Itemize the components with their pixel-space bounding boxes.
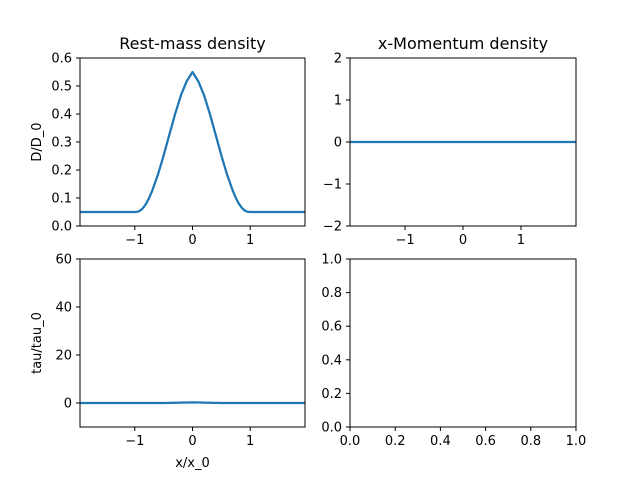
y-tick-label: 0 [64, 397, 72, 412]
y-axis-label: D/D_0 [30, 122, 45, 161]
y-tick-label: 1.0 [321, 253, 342, 268]
y-tick-label: 0.8 [321, 286, 342, 301]
y-tick-label: 2 [334, 52, 342, 67]
y-tick-label: 0.4 [321, 353, 342, 368]
axes-frame [349, 258, 577, 428]
subplot-1: −1 0 1 0.0 0.1 0.2 0.3 0.4 0.5 0.6 Rest-mass densi… [30, 34, 306, 248]
x-tick-label: 1 [517, 233, 525, 248]
y-tick-label: 0.5 [51, 80, 72, 95]
x-tick-label: 0 [459, 233, 467, 248]
y-tick-label: 0.0 [51, 220, 72, 235]
x-tick-label: 0 [188, 233, 196, 248]
y-tick-label: 0.1 [51, 192, 72, 207]
y-tick-label: 0.2 [51, 164, 72, 179]
x-tick-label: −1 [125, 233, 144, 248]
x-tick-label: 0.0 [340, 434, 361, 449]
y-tick-label: 0 [334, 136, 342, 151]
x-axis-label: x/x_0 [175, 456, 210, 471]
x-tick-label: −1 [125, 434, 144, 449]
y-axis-label: tau/tau_0 [30, 312, 45, 374]
y-tick-label: 0.2 [321, 387, 342, 402]
y-tick-label: 0.6 [51, 52, 72, 67]
x-tick-label: 1 [246, 233, 254, 248]
y-tick-label: 40 [55, 301, 72, 316]
subplot-4: 0.0 0.2 0.4 0.6 0.8 1.0 0.0 0.2 0.4 0.6 0.8 1.0 [321, 253, 586, 450]
series-line-1 [80, 401, 305, 405]
x-tick-label: 0.4 [430, 434, 451, 449]
series-line-1 [80, 70, 305, 214]
y-tick-label: 0.3 [51, 136, 72, 151]
x-tick-label: 0 [188, 434, 196, 449]
y-tick-label: 0.0 [321, 421, 342, 436]
panel-title: x-Momentum density [378, 34, 548, 53]
y-tick-label: 60 [55, 253, 72, 268]
y-tick-label: 0.4 [51, 108, 72, 123]
panel-title: Rest-mass density [119, 34, 265, 53]
y-tick-label: 1 [334, 94, 342, 109]
x-tick-label: 0.6 [475, 434, 496, 449]
y-tick-label: 0.6 [321, 320, 342, 335]
y-tick-label: 20 [55, 349, 72, 364]
x-tick-label: −1 [395, 233, 414, 248]
x-tick-label: 0.8 [520, 434, 541, 449]
y-tick-label: −1 [323, 178, 342, 193]
subplot-2: −1 0 1 −2 −1 0 1 2 x-Momentum density [323, 34, 577, 248]
x-tick-label: 0.2 [385, 434, 406, 449]
x-tick-label: 1.0 [566, 434, 587, 449]
x-tick-label: 1 [246, 434, 254, 449]
y-tick-label: −2 [323, 220, 342, 235]
